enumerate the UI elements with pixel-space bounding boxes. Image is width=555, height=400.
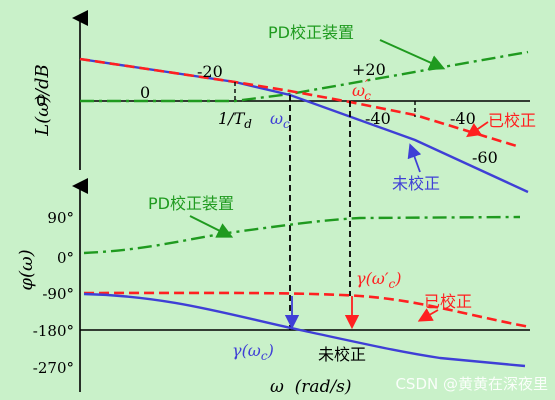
corrected-magnitude-curve [79,57,521,149]
phase-tick-minus180: -180° [33,322,74,340]
slope-label-minus40-b: -40 [450,109,476,128]
magnitude-plot: L(ω)/dB 0 0 -20 +20 -40 -40 -60 1/Td ωc [32,10,536,330]
uncorrected-magnitude-pointer [407,143,422,173]
pd-phase-label: PD校正装置 [148,194,234,213]
phase-plot: φ(ω) 90° 0° -90° -180° -270° PD校正装置 已校正 … [16,178,531,392]
corrected-phase-pointer [417,308,439,322]
pd-phase-pointer [189,215,234,238]
pd-magnitude-curve [80,50,529,103]
uncorrected-phase-curve [83,292,526,368]
pd-magnitude-label: PD校正装置 [268,23,354,42]
corrected-phase-label: 已校正 [424,292,472,311]
uncorrected-phase-label: 未校正 [318,345,366,364]
corrected-magnitude-pointer [466,121,489,138]
magnitude-zero-label: 0 [36,91,46,110]
corrected-magnitude-label: 已校正 [488,111,536,130]
pd-phase-curve [83,215,521,255]
slope-label-plus20: +20 [352,60,386,79]
break-frequency-label: 1/Td [218,109,252,131]
wcp-label: ω′ c [352,78,371,103]
phase-tick-minus90: -90° [42,285,74,303]
slope-label-minus40-a: -40 [365,109,391,128]
pd-magnitude-pointer [379,39,446,71]
slope-label-minus20: -20 [197,62,223,81]
x-axis-label: ω (rad/s) [270,377,352,397]
wc-label: ωc [270,109,290,131]
phase-tick-0: 0° [57,249,74,267]
gamma-wc-label: γ(ωc) [232,341,274,363]
phase-axis-label: φ(ω) [16,249,37,290]
gamma-wcp-label: γ(ω′c) [356,269,401,291]
magnitude-axis-label: L(ω)/dB [32,64,53,137]
uncorrected-magnitude-label: 未校正 [392,174,440,193]
slope-label-left-zero: 0 [140,83,150,102]
corrected-phase-curve [83,291,531,329]
phase-tick-90: 90° [47,209,74,227]
slope-label-minus60: -60 [472,148,498,167]
watermark: CSDN @黄黄在深夜里 [395,375,548,393]
phase-tick-minus270: -270° [33,359,74,377]
